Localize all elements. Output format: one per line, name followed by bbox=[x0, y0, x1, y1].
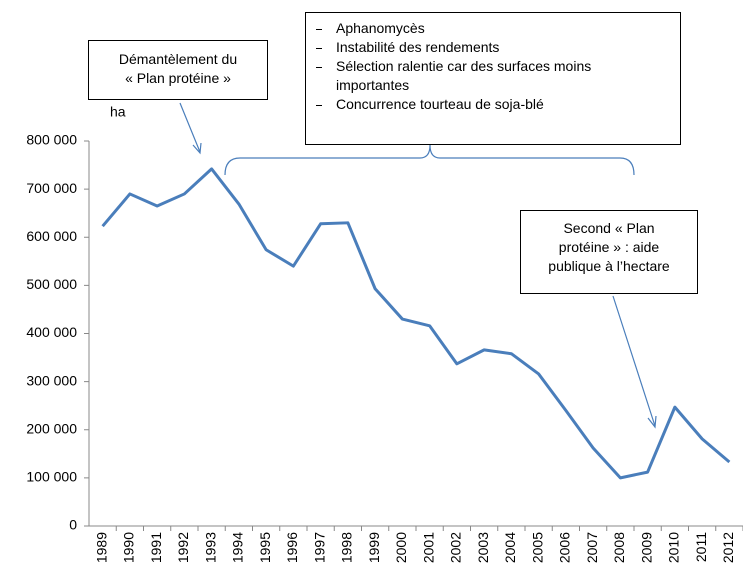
x-tick-label: 1993 bbox=[202, 532, 218, 563]
annotation-line: Sélection ralentie car des surfaces moin… bbox=[336, 58, 592, 74]
x-tick-label: 1989 bbox=[93, 532, 109, 563]
x-tick-label: 2004 bbox=[502, 532, 518, 563]
arrow bbox=[612, 295, 657, 429]
x-tick-label: 1998 bbox=[339, 532, 355, 563]
bullet bbox=[316, 29, 322, 30]
x-tick-label: 2009 bbox=[638, 532, 654, 563]
y-tick-label: 400 000 bbox=[26, 324, 77, 340]
annotation-line: Démantèlement du bbox=[118, 51, 238, 67]
bracket bbox=[224, 144, 635, 176]
annotation: Démantèlement du « Plan protéine » bbox=[88, 40, 268, 100]
x-tick-label: 2012 bbox=[720, 532, 736, 563]
bullet bbox=[316, 67, 322, 68]
annotation: Aphanomycès Instabilité des rendements Sél… bbox=[305, 12, 681, 145]
list-item: Concurrence tourteau de soja-blé bbox=[306, 95, 680, 114]
annotation-line: protéine » : aide bbox=[558, 239, 660, 255]
y-tick-label: 200 000 bbox=[26, 420, 77, 436]
line bbox=[101, 167, 731, 480]
x-tick-label: 2003 bbox=[475, 532, 491, 563]
y-tick-label: 600 000 bbox=[26, 228, 77, 244]
y-tick-label: 100 000 bbox=[26, 469, 77, 485]
list-item: Aphanomycès bbox=[306, 19, 680, 38]
x-tick-label: 2001 bbox=[420, 532, 436, 563]
bullet bbox=[316, 48, 322, 49]
annotation-line: publique à l’hectare bbox=[548, 258, 670, 274]
y-tick-label: 300 000 bbox=[26, 372, 77, 388]
annotation-line: « Plan protéine » bbox=[125, 70, 231, 86]
x-tick-label: 2002 bbox=[448, 532, 464, 563]
y-tick-label: 0 bbox=[69, 517, 77, 533]
x-tick-label: 2007 bbox=[584, 532, 600, 563]
y-tick-label: 700 000 bbox=[26, 180, 77, 196]
x-tick-label: 1996 bbox=[284, 532, 300, 563]
x-tick-label: 2011 bbox=[693, 532, 709, 562]
x-tick-label: 2008 bbox=[611, 532, 627, 563]
y-tick-label: 500 000 bbox=[26, 276, 77, 292]
list-item: Instabilité des rendements bbox=[306, 38, 680, 57]
y-tick-label: 800 000 bbox=[26, 132, 77, 148]
x-tick-label: 1999 bbox=[366, 532, 382, 563]
x-tick-label: 1992 bbox=[175, 532, 191, 563]
x-tick-label: 1995 bbox=[257, 532, 273, 563]
y-axis-label: ha bbox=[110, 104, 126, 120]
annotation-line: Instabilité des rendements bbox=[336, 39, 500, 55]
arrow bbox=[179, 102, 202, 155]
x-tick-label: 2006 bbox=[557, 532, 573, 563]
x-tick-label: 1994 bbox=[230, 532, 246, 563]
annotation-line: importantes bbox=[336, 77, 410, 93]
x-tick-label: 1991 bbox=[148, 532, 164, 563]
x-tick-label: 2000 bbox=[393, 532, 409, 563]
annotation-line: Second « Plan bbox=[563, 220, 655, 236]
bullet bbox=[316, 105, 322, 106]
annotation-line: Aphanomycès bbox=[336, 20, 425, 36]
x-tick-label: 1997 bbox=[311, 532, 327, 563]
annotation: Second « Plan protéine » : aide publique à… bbox=[520, 210, 698, 294]
x-tick-label: 2005 bbox=[529, 532, 545, 563]
annotation-line: Concurrence tourteau de soja-blé bbox=[336, 96, 544, 112]
list-item: Sélection ralentie car des surfaces moin… bbox=[306, 57, 680, 95]
x-tick-label: 1990 bbox=[121, 532, 137, 563]
x-tick-label: 2010 bbox=[666, 532, 682, 563]
